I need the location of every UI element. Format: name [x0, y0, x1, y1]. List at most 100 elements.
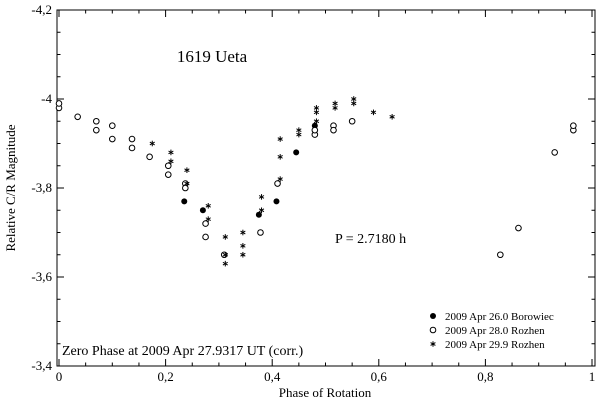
zero-phase-annotation: Zero Phase at 2009 Apr 27.9317 UT (corr.… — [62, 344, 304, 359]
data-point-series-2: 2009 Apr 28.0 Rozhen: 0.93, -3.88 — [551, 149, 558, 156]
asterisk-stroke — [240, 244, 246, 248]
data-point-series-1: 2009 Apr 26.0 Borowiec: 0.445, -3.88 — [293, 149, 300, 156]
y-axis-title: Relative C/R Magnitude — [3, 124, 18, 251]
data-point-series-3: 2009 Apr 29.9 Rozhen: 0.175, -3.9 — [149, 140, 155, 147]
data-point-series-2: 2009 Apr 28.0 Rozhen: 0.237, -3.8 — [182, 184, 189, 192]
data-point-series-3: 2009 Apr 29.9 Rozhen: 0.483, -3.95 — [313, 118, 320, 125]
data-point-series-2: 2009 Apr 28.0 Rozhen: 0.862, -3.71 — [515, 224, 522, 232]
data-point-series-2: 2009 Apr 28.0 Rozhen: 0.55, -3.95 — [348, 117, 356, 125]
data-point-series-1: 2009 Apr 26.0 Borowiec: 0.27, -3.75 — [199, 207, 206, 214]
y-tick-label: -3,4 — [31, 358, 52, 373]
data-point-series-2: 2009 Apr 28.0 Rozhen: 0.07, -3.95 — [93, 117, 100, 125]
y-tick-label: -3,6 — [31, 269, 52, 284]
data-point-series-3: 2009 Apr 29.9 Rozhen: 0.28, -3.73 — [205, 216, 211, 222]
data-point-series-2: 2009 Apr 28.0 Rozhen: 0.205, -3.85 — [164, 162, 172, 170]
legend-label-1: 2009 Apr 26.0 Borowiec — [445, 311, 554, 323]
y-axis: -4,2 -4 -3,8 -3,6 -3,4 — [31, 2, 595, 373]
asterisk-stroke — [240, 230, 246, 235]
data-point-series-3: 2009 Apr 29.9 Rozhen: 0.415, -3.91 — [277, 136, 283, 142]
data-point-series-3: 2009 Apr 29.9 Rozhen: 0.21, -3.86 — [168, 158, 174, 165]
legend-label-3: 2009 Apr 29.9 Rozhen — [445, 339, 545, 351]
data-points: 2009 Apr 26.0 Borowiec: 0.17, -3.872009 … — [55, 96, 577, 267]
asterisk-stroke — [149, 141, 155, 146]
asterisk-stroke — [332, 106, 338, 110]
data-point-series-3: 2009 Apr 29.9 Rozhen: 0.38, -3.75 — [258, 207, 265, 214]
asterisk-stroke — [351, 97, 357, 101]
period-annotation: P = 2.7180 h — [335, 232, 406, 247]
data-point-series-3: 2009 Apr 29.9 Rozhen: 0.483, -3.98 — [313, 105, 320, 111]
data-point-series-3: 2009 Apr 29.9 Rozhen: 0.38, -3.78 — [258, 194, 265, 200]
data-point-series-3: 2009 Apr 29.9 Rozhen: 0.625, -3.96 — [389, 114, 395, 120]
legend-label-2: 2009 Apr 28.0 Rozhen — [445, 325, 545, 337]
data-point-series-2: 2009 Apr 28.0 Rozhen: 0.137, -3.91 — [128, 135, 136, 143]
asterisk-stroke — [296, 132, 302, 137]
x-tick-label: 1 — [589, 369, 596, 384]
data-point-series-3: 2009 Apr 29.9 Rozhen: 0.24, -3.84 — [184, 167, 190, 173]
asterisk-stroke — [222, 261, 228, 266]
asterisk-stroke — [277, 155, 283, 159]
data-point-series-2: 2009 Apr 28.0 Rozhen: 0.07, -3.93 — [93, 126, 100, 134]
data-point-series-3: 2009 Apr 29.9 Rozhen: 0.24, -3.81 — [184, 180, 190, 187]
asterisk-stroke — [258, 208, 265, 213]
asterisk-stroke — [296, 128, 302, 132]
asterisk-stroke — [332, 101, 338, 106]
asterisk-stroke — [351, 101, 357, 106]
legend-marker-2 — [429, 326, 437, 334]
y-tick-label: -4 — [41, 91, 52, 106]
data-point-series-3: 2009 Apr 29.9 Rozhen: 0.518, -3.99 — [332, 100, 338, 107]
legend-marker-3 — [430, 341, 436, 347]
data-point-series-3: 2009 Apr 29.9 Rozhen: 0.28, -3.76 — [205, 203, 211, 209]
asterisk-stroke — [205, 217, 211, 221]
data-point-series-2: 2009 Apr 28.0 Rozhen: 0.275, -3.72 — [202, 220, 209, 227]
data-point-series-1: 2009 Apr 26.0 Borowiec: 0.375, -3.74 — [255, 211, 262, 218]
data-point-series-3: 2009 Apr 29.9 Rozhen: 0.59, -3.97 — [370, 109, 377, 116]
data-point-series-2: 2009 Apr 28.0 Rozhen: 0.035, -3.96 — [74, 113, 81, 121]
asterisk-stroke — [184, 168, 190, 173]
data-point-series-2: 2009 Apr 28.0 Rozhen: 0.205, -3.83 — [164, 171, 172, 178]
data-point-series-2: 2009 Apr 28.0 Rozhen: 0.275, -3.69 — [202, 233, 209, 241]
asterisk-stroke — [168, 159, 174, 164]
asterisk-stroke — [222, 235, 228, 239]
asterisk-stroke — [168, 150, 174, 155]
legend-marker-1 — [430, 313, 436, 319]
asterisk-stroke — [222, 252, 228, 257]
data-point-series-3: 2009 Apr 29.9 Rozhen: 0.345, -3.65 — [240, 251, 246, 258]
legend: 2009 Apr 26.0 Borowiec 2009 Apr 28.0 Rozh… — [429, 311, 554, 351]
data-point-series-2: 2009 Apr 28.0 Rozhen: 0.965, -3.94 — [570, 122, 577, 129]
x-tick-label: 0,6 — [371, 369, 388, 384]
asterisk-stroke — [370, 110, 377, 115]
data-point-series-3: 2009 Apr 29.9 Rozhen: 0.415, -3.87 — [277, 154, 283, 160]
asterisk-stroke — [389, 114, 395, 119]
asterisk-stroke — [430, 342, 436, 346]
data-point-series-2: 2009 Apr 28.0 Rozhen: 0, -3.99 — [55, 100, 63, 107]
x-tick-label: 0,8 — [477, 369, 493, 384]
data-point-series-3: 2009 Apr 29.9 Rozhen: 0.312, -3.65 — [222, 251, 228, 258]
data-point-series-1: 2009 Apr 26.0 Borowiec: 0.48, -3.94 — [311, 122, 318, 129]
data-point-series-3: 2009 Apr 29.9 Rozhen: 0.45, -3.92 — [296, 131, 302, 138]
data-point-series-2: 2009 Apr 28.0 Rozhen: 0.515, -3.93 — [330, 126, 337, 134]
x-tick-label: 0 — [56, 369, 63, 384]
x-axis-title: Phase of Rotation — [279, 385, 372, 400]
asterisk-stroke — [205, 203, 211, 208]
asterisk-stroke — [258, 195, 265, 199]
data-point-series-3: 2009 Apr 29.9 Rozhen: 0.345, -3.7 — [240, 229, 246, 236]
data-point-series-2: 2009 Apr 28.0 Rozhen: 0.17, -3.87 — [146, 153, 153, 161]
asterisk-stroke — [313, 106, 320, 110]
asterisk-stroke — [184, 181, 190, 186]
data-point-series-2: 2009 Apr 28.0 Rozhen: 0.828, -3.65 — [497, 251, 504, 259]
x-tick-label: 0,4 — [264, 369, 281, 384]
y-tick-label: -3,8 — [31, 180, 52, 195]
asterisk-stroke — [240, 252, 246, 257]
data-point-series-1: 2009 Apr 26.0 Borowiec: 0.408, -3.77 — [273, 198, 280, 205]
data-point-series-3: 2009 Apr 29.9 Rozhen: 0.21, -3.88 — [168, 149, 174, 156]
asterisk-stroke — [313, 110, 320, 115]
data-point-series-2: 2009 Apr 28.0 Rozhen: 0.48, -3.93 — [311, 126, 319, 134]
y-tick-label: -4,2 — [31, 2, 52, 17]
data-point-series-2: 2009 Apr 28.0 Rozhen: 0.1, -3.91 — [109, 135, 116, 143]
plot-title: 1619 Ueta — [177, 47, 248, 66]
data-point-series-2: 2009 Apr 28.0 Rozhen: 0.137, -3.89 — [128, 144, 136, 152]
asterisk-stroke — [277, 177, 283, 181]
x-tick-label: 0,2 — [157, 369, 173, 384]
